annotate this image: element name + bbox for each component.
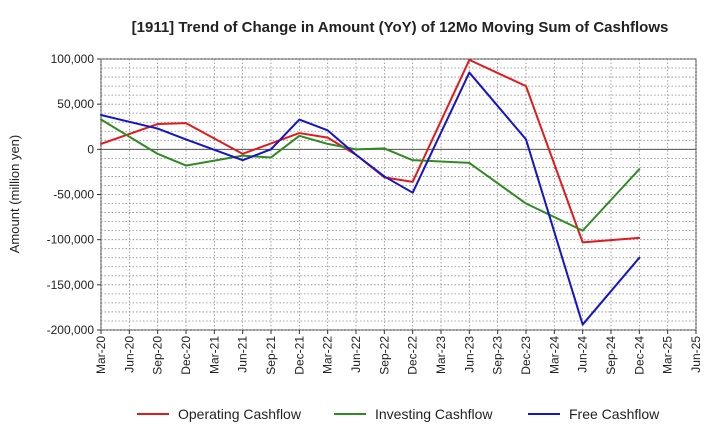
y-tick-label: 0 xyxy=(87,142,94,156)
y-tick-label: -50,000 xyxy=(53,188,94,202)
x-tick-label: Mar-25 xyxy=(661,336,675,374)
x-tick-label: Mar-20 xyxy=(94,336,108,374)
x-tick-label: Mar-22 xyxy=(321,336,335,374)
x-tick-label: Jun-20 xyxy=(122,336,136,373)
series-line-investing-cashflow xyxy=(100,118,641,232)
chart-title: [1911] Trend of Change in Amount (YoY) o… xyxy=(132,19,669,36)
x-tick-label: Jun-25 xyxy=(689,336,703,373)
legend-label-investing-cashflow: Investing Cashflow xyxy=(375,406,493,422)
y-tick-label: -200,000 xyxy=(47,323,95,337)
x-tick-label: Dec-21 xyxy=(292,336,306,375)
x-tick-label: Mar-24 xyxy=(547,336,561,374)
x-tick-label: Sep-21 xyxy=(264,336,278,375)
y-tick-label: -150,000 xyxy=(47,278,95,292)
x-tick-label: Sep-24 xyxy=(604,336,618,375)
legend: Operating Cashflow Investing Cashflow Free… xyxy=(137,406,660,422)
series-line-free-cashflow xyxy=(100,71,641,326)
x-tick-label: Sep-20 xyxy=(151,336,165,375)
y-tick-label: 50,000 xyxy=(57,97,94,111)
y-tick-label: 100,000 xyxy=(51,52,95,66)
x-tick-label: Jun-23 xyxy=(462,336,476,373)
x-tick-label: Dec-23 xyxy=(519,336,533,375)
grid xyxy=(100,58,697,331)
x-tick-label: Jun-24 xyxy=(576,336,590,373)
x-tick-label: Mar-21 xyxy=(207,336,221,374)
x-tick-label: Jun-22 xyxy=(349,336,363,373)
legend-label-free-cashflow: Free Cashflow xyxy=(569,406,660,422)
legend-label-operating-cashflow: Operating Cashflow xyxy=(178,406,302,422)
x-tick-label: Mar-23 xyxy=(434,336,448,374)
x-tick-label: Sep-22 xyxy=(377,336,391,375)
x-tick-label: Dec-24 xyxy=(632,336,646,375)
y-axis-label: Amount (million yen) xyxy=(7,135,22,254)
x-tick-label: Dec-20 xyxy=(179,336,193,375)
x-axis-ticks: Mar-20 Jun-20 Sep-20 Dec-20 Mar-21 Jun-21 Sep-… xyxy=(94,330,703,375)
y-axis-ticks: 100,000 50,000 0 -50,000 -100,000 -150,000 -20… xyxy=(47,52,101,337)
y-tick-label: -100,000 xyxy=(47,233,95,247)
x-tick-label: Jun-21 xyxy=(236,336,250,373)
x-tick-label: Dec-22 xyxy=(406,336,420,375)
series-lines xyxy=(100,58,641,326)
x-tick-label: Sep-23 xyxy=(491,336,505,375)
